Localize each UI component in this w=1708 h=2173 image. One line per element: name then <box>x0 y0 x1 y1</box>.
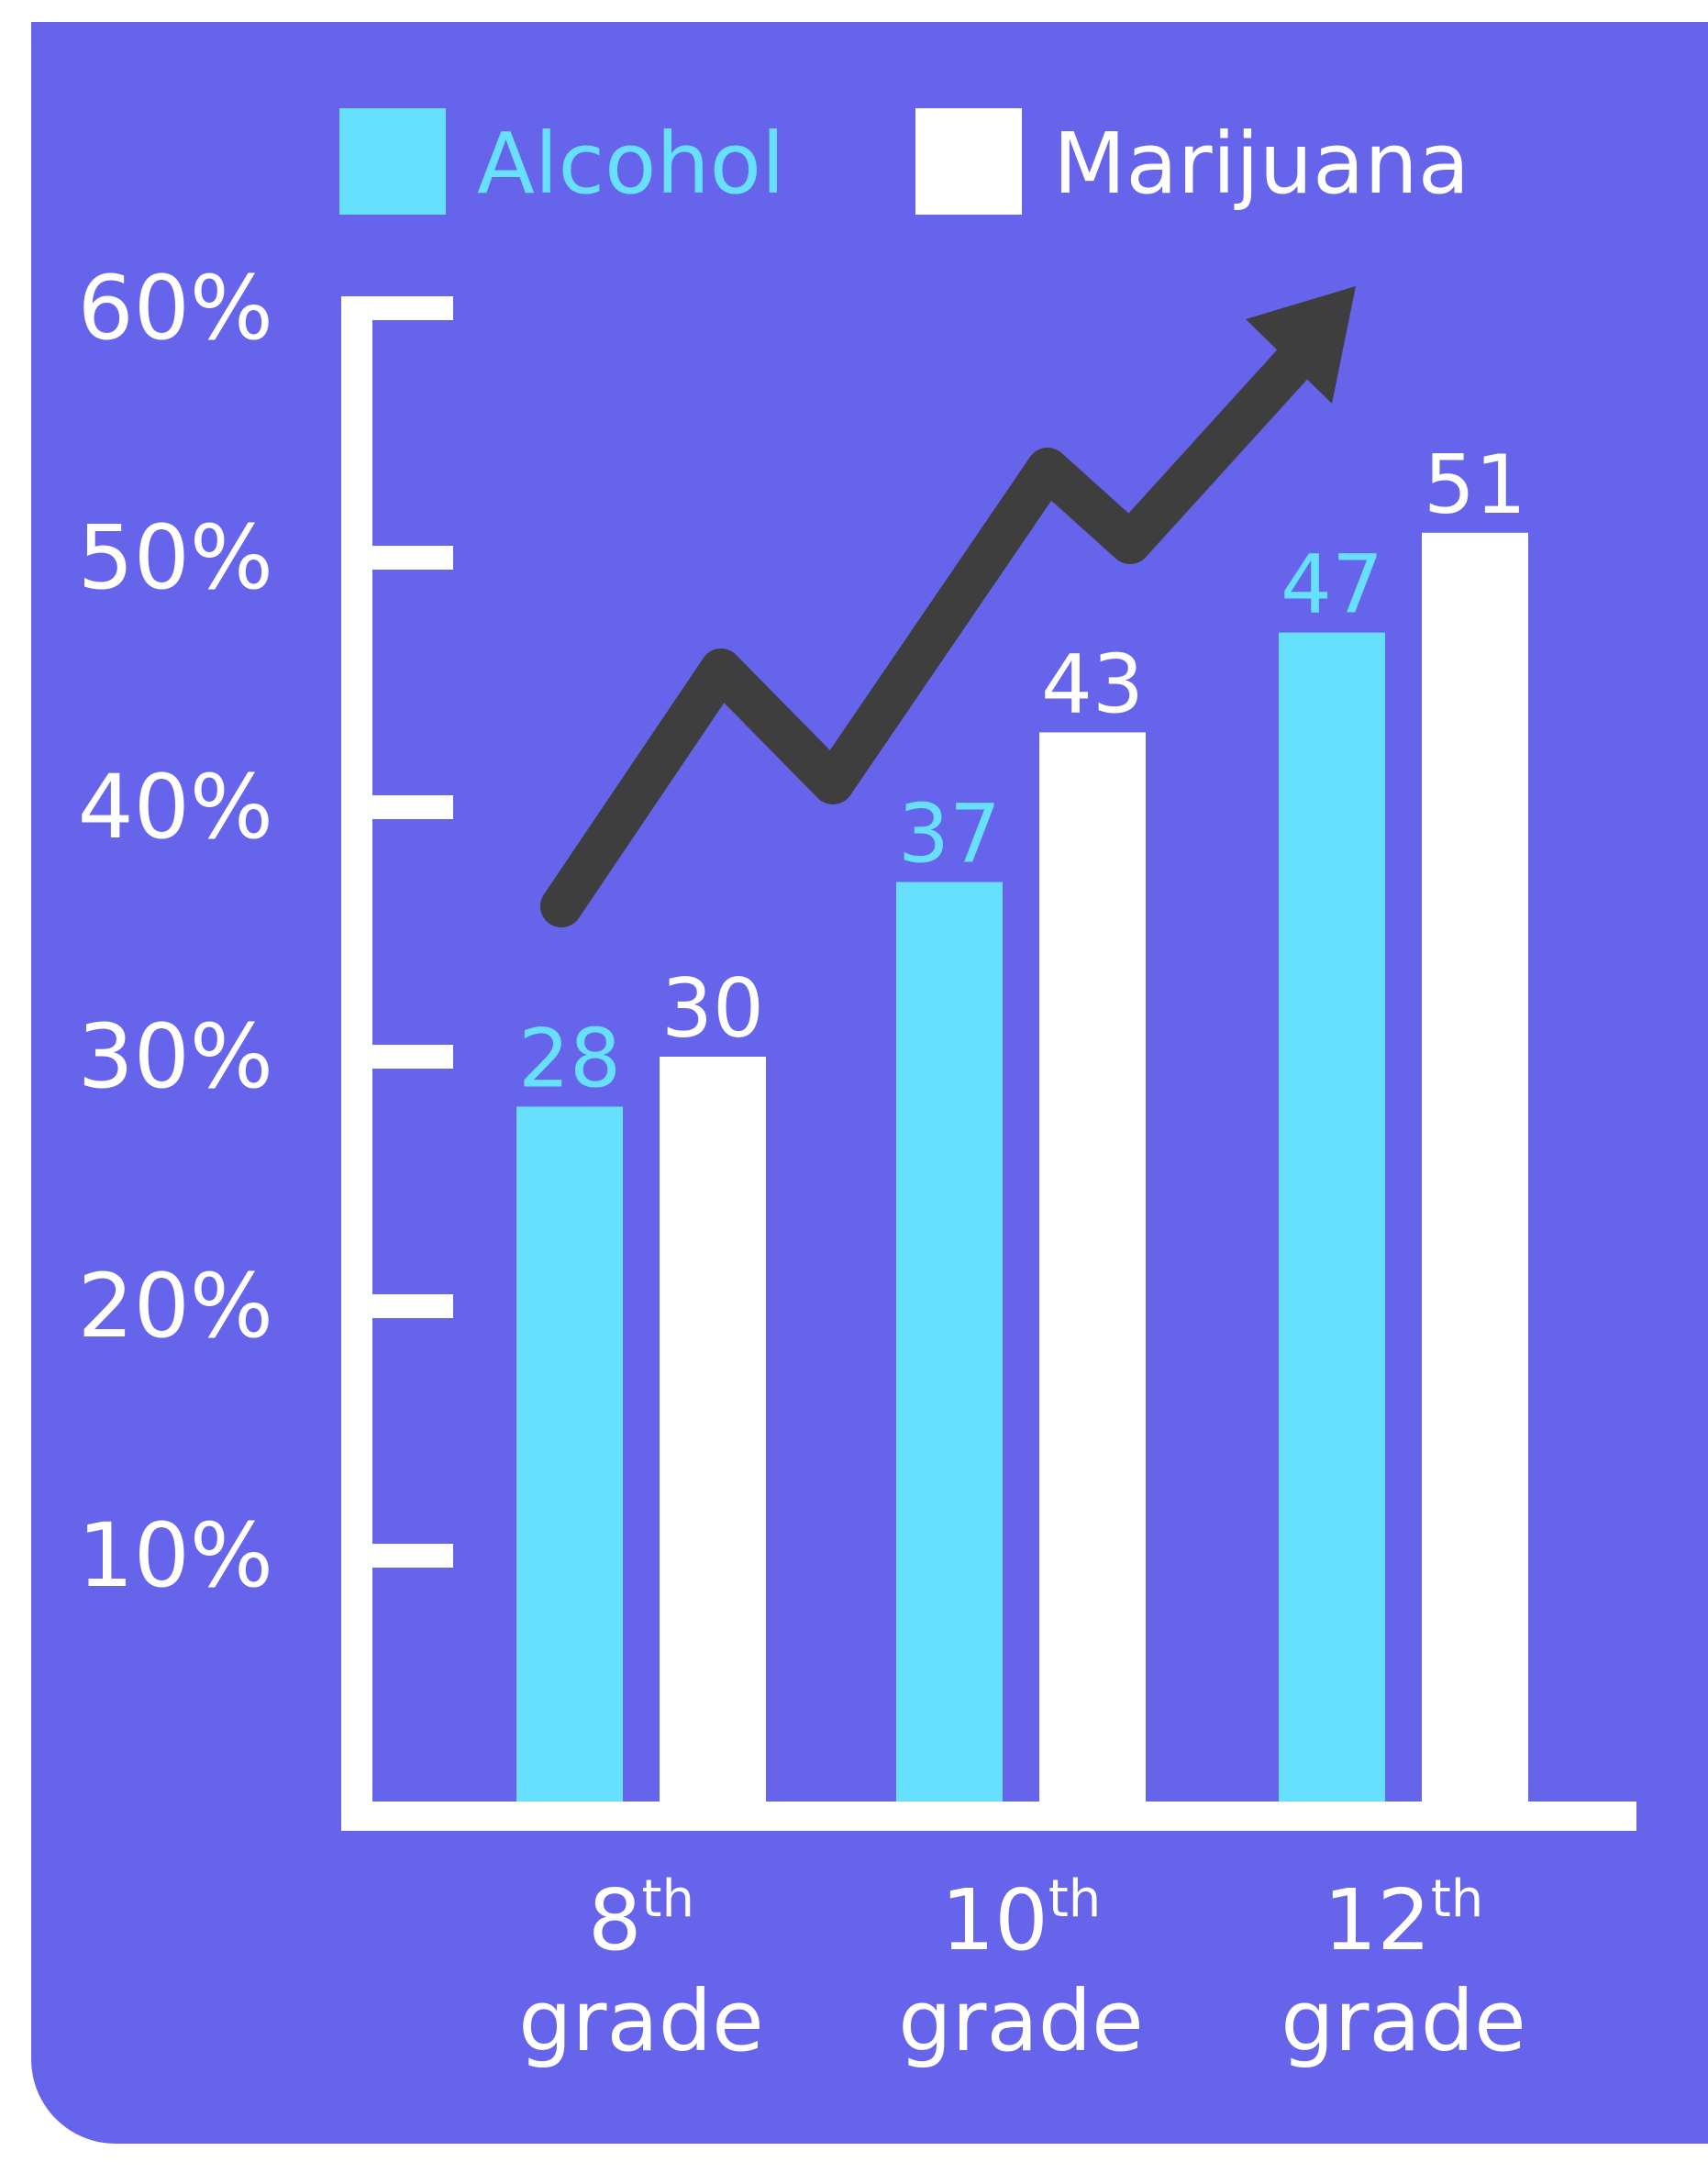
y-tick <box>341 795 453 819</box>
y-tick <box>341 296 453 320</box>
bar-value-label: 28 <box>518 1011 621 1105</box>
bar-alcohol-10 <box>896 881 1003 1809</box>
x-tick-label-sub: grade <box>1281 1972 1526 2070</box>
bar-alcohol-12 <box>1279 632 1385 1809</box>
bar-chart: Alcohol Marijuana 10% 20% 30% 40% 50% 60% 28 37… <box>31 22 1708 2144</box>
value-labels: 28 37 47 30 43 51 <box>518 438 1526 1106</box>
bar-marijuana-8 <box>660 1057 766 1809</box>
bar-value-label: 51 <box>1424 438 1526 532</box>
legend-label-marijuana: Marijuana <box>1053 115 1470 213</box>
y-tick-label: 50% <box>78 506 273 609</box>
bar-value-label: 43 <box>1041 637 1144 731</box>
x-tick-label-sub: grade <box>898 1972 1144 2070</box>
trend-arrow-line <box>540 332 1324 927</box>
legend-swatch-marijuana <box>915 108 1022 215</box>
x-axis-line <box>341 1802 1636 1831</box>
y-tick <box>341 1544 453 1568</box>
y-tick-label: 20% <box>78 1255 273 1358</box>
bar-value-label: 47 <box>1281 538 1383 632</box>
bar-value-label: 30 <box>661 961 764 1056</box>
x-tick-label-sub: grade <box>518 1972 764 2070</box>
y-tick-label: 10% <box>78 1504 273 1607</box>
legend: Alcohol Marijuana <box>339 108 1470 215</box>
trend-arrow <box>540 286 1356 927</box>
y-axis: 10% 20% 30% 40% 50% 60% <box>78 257 453 1820</box>
y-tick-label: 60% <box>78 257 273 360</box>
y-tick <box>341 546 453 570</box>
legend-label-alcohol: Alcohol <box>477 115 785 213</box>
bars <box>516 532 1528 1809</box>
legend-swatch-alcohol <box>339 108 446 215</box>
bar-marijuana-10 <box>1039 732 1146 1809</box>
bar-marijuana-12 <box>1422 532 1528 1809</box>
bar-alcohol-8 <box>516 1106 623 1809</box>
y-tick-label: 30% <box>78 1005 273 1108</box>
chart-card: Alcohol Marijuana 10% 20% 30% 40% 50% 60% 28 37… <box>31 22 1708 2144</box>
trend-arrow-head <box>1246 286 1356 404</box>
y-tick-label: 40% <box>78 756 273 859</box>
y-tick <box>341 1045 453 1069</box>
y-tick <box>341 1294 453 1318</box>
bar-value-label: 37 <box>898 787 1001 881</box>
